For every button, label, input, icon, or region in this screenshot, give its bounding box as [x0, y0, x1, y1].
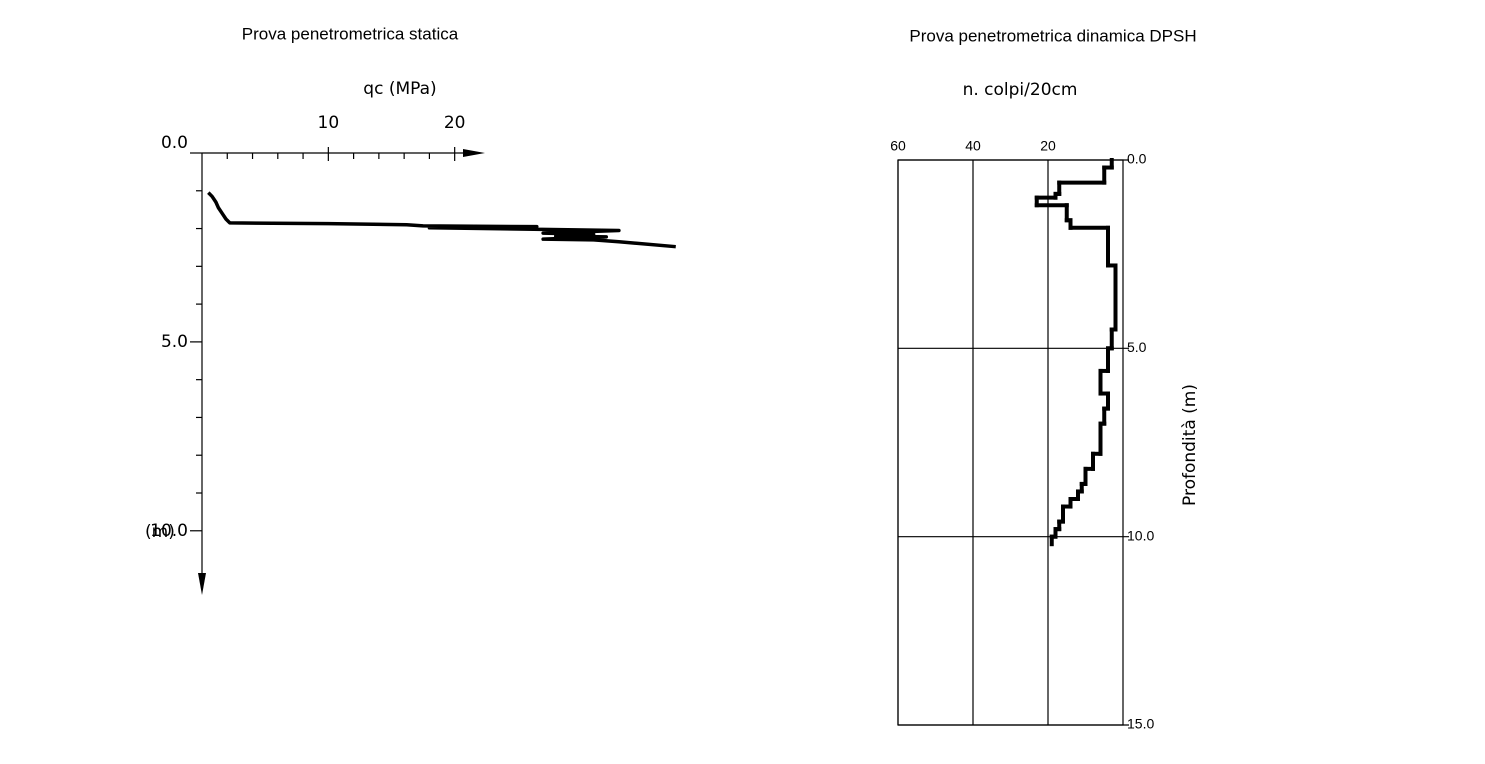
y-tick-label: 10.0: [1127, 527, 1154, 543]
y-tick-label: 0.0: [1127, 151, 1147, 167]
y-axis-arrow: [198, 573, 206, 595]
y-tick-label: 5.0: [1127, 339, 1147, 355]
x-tick-label: 20: [444, 113, 466, 133]
x-axis-label: n. colpi/20cm: [963, 80, 1078, 100]
chart-title: Prova penetrometrica statica: [242, 24, 459, 43]
data-line: [207, 191, 676, 249]
y-tick-label: 15.0: [1127, 716, 1154, 732]
x-tick-label: 10: [318, 113, 340, 133]
y-axis-label: Profondità (m): [1180, 384, 1200, 506]
y-axis-label: (m): [145, 522, 175, 542]
x-tick-label: 60: [890, 138, 906, 154]
y-tick-label: 10.0: [150, 521, 188, 541]
y-tick-label: 0.0: [161, 133, 188, 153]
x-axis-label: qc (MPa): [363, 79, 436, 99]
y-tick-label: 5.0: [161, 332, 188, 352]
plot-frame: [897, 159, 1124, 726]
x-tick-label: 40: [965, 138, 981, 154]
chart-title: Prova penetrometrica dinamica DPSH: [909, 26, 1196, 45]
x-axis-arrow: [463, 149, 485, 157]
x-tick-label: 20: [1040, 138, 1056, 154]
